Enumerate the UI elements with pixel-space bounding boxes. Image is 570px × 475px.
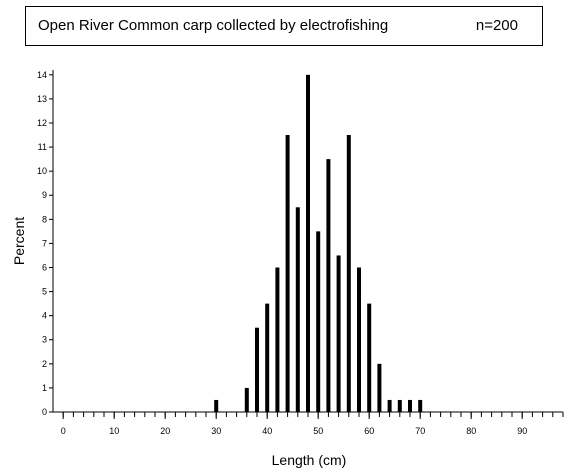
x-tick-label: 0 xyxy=(61,426,66,436)
y-tick-label: 14 xyxy=(37,70,47,80)
y-tick-label: 11 xyxy=(38,142,47,152)
bar xyxy=(408,399,412,412)
chart-title: Open River Common carp collected by elec… xyxy=(38,17,389,34)
bar xyxy=(336,255,341,412)
y-tick-label: 7 xyxy=(42,238,47,248)
chart-title-box: Open River Common carp collected by elec… xyxy=(25,6,543,46)
bar xyxy=(244,387,249,412)
bar xyxy=(295,207,300,412)
bar xyxy=(326,159,331,412)
bar xyxy=(397,399,402,412)
bars xyxy=(214,74,423,413)
bar xyxy=(346,135,351,412)
bar xyxy=(367,303,372,412)
bar xyxy=(418,399,423,412)
y-tick-label: 6 xyxy=(42,262,47,272)
bar xyxy=(377,363,382,412)
x-tick-label: 50 xyxy=(313,426,323,436)
bar xyxy=(316,231,321,412)
x-axis: 0 10 20 30 40 50 60 70 80 90 xyxy=(53,411,564,436)
x-tick-label: 30 xyxy=(211,426,221,436)
bar xyxy=(255,327,259,412)
bar xyxy=(357,267,361,412)
y-tick-label: 13 xyxy=(37,94,47,104)
bar xyxy=(306,74,310,413)
x-axis-label: Length (cm) xyxy=(272,452,347,468)
x-tick-label: 10 xyxy=(109,426,119,436)
bar xyxy=(387,399,392,412)
y-tick-label: 0 xyxy=(42,407,47,417)
y-tick-label: 4 xyxy=(42,311,47,321)
y-tick-label: 5 xyxy=(42,287,47,297)
y-tick-label: 12 xyxy=(37,118,47,128)
sample-size-label: n=200 xyxy=(475,17,518,34)
y-tick-label: 1 xyxy=(42,383,47,393)
y-tick-label: 2 xyxy=(42,359,47,369)
x-tick-label: 70 xyxy=(415,426,425,436)
bar xyxy=(265,303,270,412)
y-tick-label: 8 xyxy=(42,214,47,224)
x-tick-label: 40 xyxy=(262,426,272,436)
bar xyxy=(214,399,219,412)
y-axis-label: Percent xyxy=(11,217,27,265)
x-tick-label: 20 xyxy=(160,426,170,436)
bar xyxy=(285,135,290,412)
x-tick-label: 60 xyxy=(364,426,374,436)
x-tick-label: 80 xyxy=(466,426,476,436)
x-tick-label: 90 xyxy=(517,426,527,436)
y-tick-label: 9 xyxy=(42,190,47,200)
bar xyxy=(275,267,280,412)
y-tick-label: 3 xyxy=(42,335,47,345)
y-tick-label: 10 xyxy=(37,166,47,176)
